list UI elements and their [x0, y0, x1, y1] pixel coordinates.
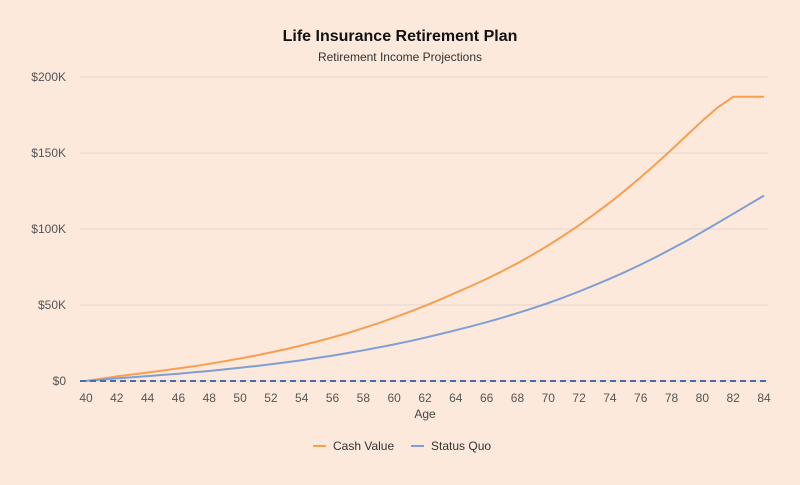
y-axis-ticks: $0 $50K $100K $150K $200K — [31, 70, 66, 388]
series-line-status-quo — [85, 194, 765, 382]
x-tick-label: 46 — [172, 391, 186, 405]
x-tick-label: 54 — [295, 391, 309, 405]
x-axis-label: Age — [414, 407, 436, 421]
series-line-cash-value — [85, 95, 764, 382]
series-lines — [85, 95, 765, 382]
x-tick-label: 58 — [357, 391, 371, 405]
x-tick-label: 70 — [542, 391, 556, 405]
y-tick-label: $100K — [31, 222, 66, 236]
x-tick-label: 64 — [449, 391, 463, 405]
y-tick-label: $150K — [31, 146, 66, 160]
x-tick-label: 76 — [634, 391, 648, 405]
x-tick-label: 66 — [480, 391, 494, 405]
x-tick-label: 72 — [572, 391, 586, 405]
x-tick-label: 62 — [418, 391, 432, 405]
y-tick-label: $50K — [38, 298, 66, 312]
x-tick-label: 84 — [757, 391, 771, 405]
x-tick-label: 78 — [665, 391, 679, 405]
x-tick-label: 68 — [511, 391, 525, 405]
chart-subtitle: Retirement Income Projections — [318, 50, 482, 64]
x-tick-label: 74 — [603, 391, 617, 405]
x-tick-label: 60 — [388, 391, 402, 405]
legend-label-cash-value: Cash Value — [333, 439, 394, 453]
x-axis-ticks: 40 42 44 46 48 50 52 54 56 58 60 62 64 66 68 70 72 74 76 78… — [79, 391, 771, 405]
legend-label-status-quo: Status Quo — [431, 439, 491, 453]
y-tick-label: $0 — [53, 374, 67, 388]
grid-lines — [80, 76, 768, 382]
x-tick-label: 56 — [326, 391, 340, 405]
x-tick-label: 50 — [233, 391, 247, 405]
x-tick-label: 82 — [727, 391, 741, 405]
x-tick-label: 48 — [203, 391, 217, 405]
y-tick-label: $200K — [31, 70, 66, 84]
x-tick-label: 80 — [696, 391, 710, 405]
legend-item-cash-value[interactable]: Cash Value — [313, 439, 394, 453]
x-tick-label: 42 — [110, 391, 124, 405]
x-tick-label: 52 — [264, 391, 278, 405]
legend-item-status-quo[interactable]: Status Quo — [411, 439, 491, 453]
chart-title: Life Insurance Retirement Plan — [283, 28, 518, 45]
x-tick-label: 40 — [79, 391, 93, 405]
legend: Cash Value Status Quo — [313, 439, 491, 453]
x-tick-label: 44 — [141, 391, 155, 405]
